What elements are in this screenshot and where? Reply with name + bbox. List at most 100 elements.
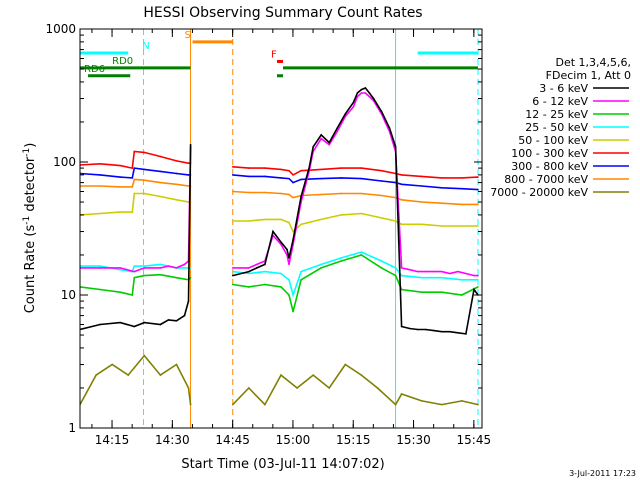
x-tick-label-5: 15:30 — [396, 433, 431, 447]
series-7-point-0 — [231, 174, 234, 176]
series-7-point-13 — [420, 185, 423, 187]
series-2-point-17 — [356, 95, 359, 98]
series-3-point-10 — [380, 267, 383, 269]
series-3-point-9 — [360, 254, 363, 256]
series-8-point-5 — [292, 196, 294, 199]
series-9-point-7 — [344, 363, 347, 366]
series-7-point-7 — [175, 172, 178, 175]
series-1-point-5 — [280, 241, 282, 243]
series-7-point-2 — [119, 176, 121, 178]
series-1-point-8 — [183, 314, 186, 317]
series-8-point-7 — [175, 183, 178, 186]
series-9-point-4 — [143, 354, 146, 357]
series-3-point-6 — [300, 279, 302, 281]
series-7-point-8 — [187, 174, 190, 176]
series-5-point-9 — [360, 212, 363, 215]
y-axis-label-sup1: -1 — [22, 216, 32, 225]
series-4-point-4 — [288, 279, 290, 281]
series-5-point-3 — [131, 211, 134, 213]
series-2-point-13 — [328, 143, 331, 146]
series-9-point-5 — [159, 374, 162, 376]
series-1-point-1 — [99, 323, 101, 326]
series-9-point-11 — [400, 393, 403, 395]
series-5-point-7 — [175, 198, 178, 201]
series-5-point-11 — [394, 220, 397, 222]
series-7 — [80, 167, 479, 191]
series-6-point-8 — [340, 167, 343, 169]
series-6-point-3 — [131, 167, 134, 169]
x-tick-label-3: 15:00 — [276, 433, 311, 447]
series-8-point-11 — [394, 196, 397, 199]
series-3-line-0 — [80, 273, 192, 296]
series-1-point-1 — [248, 270, 250, 273]
series-6-point-2 — [264, 167, 266, 169]
series-2-point-2 — [119, 267, 121, 269]
series-1-point-14 — [336, 127, 339, 129]
generation-timestamp: 3-Jul-2011 17:23 — [569, 469, 636, 478]
series-2-point-0 — [231, 267, 234, 269]
series-8-point-12 — [400, 198, 403, 201]
series-3-point-1 — [248, 286, 250, 288]
flag-n: N — [80, 41, 478, 55]
series-1-point-15 — [344, 113, 347, 115]
series-6-point-10 — [380, 169, 383, 172]
series-3-point-13 — [420, 291, 423, 293]
series-5-point-13 — [420, 223, 423, 226]
series-6-point-7 — [320, 168, 323, 171]
series-4-point-11 — [394, 267, 397, 269]
series-8-point-8 — [187, 185, 190, 187]
series-9-point-12 — [420, 400, 423, 402]
legend: Det 1,3,4,5,6,FDecim 1, Att 03 - 6 keV6 … — [490, 56, 631, 199]
y-tick-label-1: 10 — [61, 288, 76, 302]
series-1-point-4 — [272, 230, 274, 233]
series-6-line-0 — [80, 150, 191, 170]
series-8-point-1 — [248, 191, 250, 194]
series-4 — [80, 251, 479, 298]
series-5-point-7 — [320, 218, 323, 221]
series-3-point-14 — [441, 291, 443, 293]
series-2-point-25 — [400, 267, 403, 269]
series-3-point-4 — [288, 294, 290, 296]
series-1-point-34 — [473, 288, 475, 291]
flag-rd6-label: RD6 — [84, 64, 105, 75]
series-8-point-2 — [119, 186, 121, 188]
x-tick-label-1: 14:30 — [155, 433, 190, 447]
series-4-point-7 — [320, 263, 323, 266]
series-9-point-3 — [280, 374, 282, 376]
series-6-point-4 — [288, 169, 290, 172]
series-2-point-8 — [183, 263, 186, 266]
series-4-point-10 — [380, 260, 383, 262]
series-7-point-10 — [380, 180, 383, 182]
x-tick-label-2: 14:45 — [215, 433, 250, 447]
series-2-point-12 — [320, 137, 323, 140]
legend-label-4: 25 - 50 keV — [525, 121, 588, 134]
series-1-point-9 — [187, 300, 190, 302]
legend-label-5: 50 - 100 keV — [518, 134, 588, 147]
y-tick-label-0: 1 — [68, 421, 76, 435]
series-8-point-5 — [143, 179, 146, 181]
series-8-point-0 — [231, 190, 234, 193]
series-2-point-18 — [360, 92, 363, 94]
series-7-point-2 — [264, 175, 266, 178]
series-3-point-12 — [400, 288, 403, 291]
series-1-point-2 — [119, 321, 121, 324]
series-5-point-14 — [441, 225, 443, 227]
series-7-point-4 — [288, 177, 290, 180]
series-9 — [80, 354, 479, 406]
y-axis-label-main: Count Rate (s — [23, 225, 38, 314]
legend-label-7: 300 - 800 keV — [511, 160, 588, 173]
series-7-point-11 — [394, 181, 397, 184]
series-1-point-16 — [352, 101, 355, 104]
series-5-point-1 — [248, 220, 250, 222]
series-8-point-10 — [380, 194, 383, 197]
series-9-point-4 — [296, 387, 298, 389]
series-1-point-2 — [256, 267, 258, 269]
series-9-point-5 — [312, 374, 314, 376]
flag-rd0: RD0 — [80, 56, 478, 70]
series-5-point-6 — [159, 195, 162, 198]
series-3-point-16 — [477, 286, 479, 288]
series-9-point-2 — [264, 403, 266, 406]
series-9-point-13 — [441, 403, 443, 406]
flag-s: S — [185, 30, 233, 44]
series-5-point-5 — [292, 230, 294, 233]
